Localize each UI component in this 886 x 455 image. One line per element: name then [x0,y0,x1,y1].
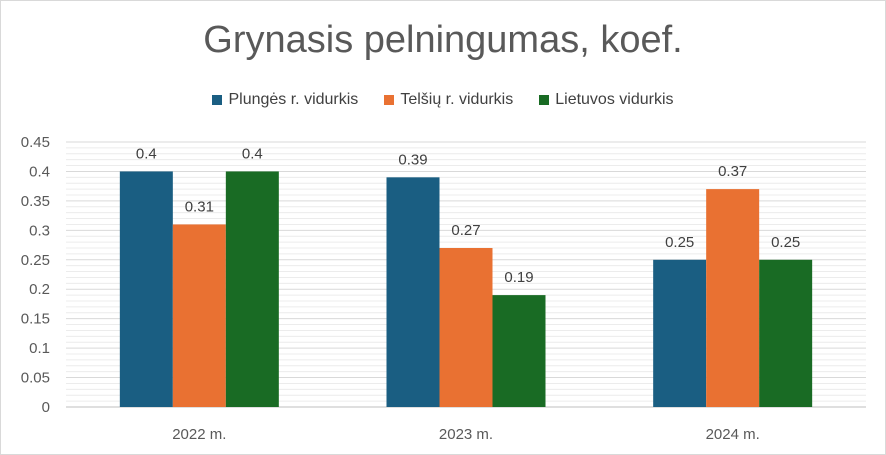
legend-swatch-telsiu [384,95,395,105]
y-tick-label: 0.2 [29,281,50,298]
bar-0-2 [653,259,707,407]
data-label: 0.25 [771,234,800,251]
y-tick-label: 0.45 [21,134,50,151]
y-tick-label: 0 [42,399,50,416]
y-tick-label: 0.05 [21,370,50,387]
data-label: 0.37 [718,163,747,180]
data-label: 0.27 [451,222,480,239]
legend-item-telsiu: Telšių r. vidurkis [384,91,513,109]
legend-label-lietuvos: Lietuvos vidurkis [555,91,674,108]
data-label: 0.4 [242,145,263,162]
x-tick-label: 2022 m. [172,426,226,443]
y-tick-label: 0.4 [29,163,50,180]
y-tick-label: 0.25 [21,252,50,269]
legend-label-plunges: Plungės r. vidurkis [228,91,359,108]
legend-item-lietuvos: Lietuvos vidurkis [539,91,674,109]
data-label: 0.31 [185,198,214,215]
bar-1-2 [706,189,760,407]
bar-2-2 [759,259,813,407]
bar-0-1 [386,177,440,407]
y-tick-label: 0.15 [21,311,50,328]
bar-1-0 [172,224,226,407]
y-tick-label: 0.35 [21,193,50,210]
legend-swatch-plunges [212,95,223,105]
bar-0-0 [119,171,173,407]
x-tick-label: 2024 m. [706,426,760,443]
legend-item-plunges: Plungės r. vidurkis [212,91,358,109]
chart-title: Grynasis pelningumas, koef. [203,19,683,61]
x-tick-label: 2023 m. [439,426,493,443]
chart-legend: Plungės r. vidurkis Telšių r. vidurkis L… [1,91,885,109]
legend-label-telsiu: Telšių r. vidurkis [400,91,514,108]
bar-1-1 [439,248,493,407]
data-label: 0.19 [504,269,533,286]
y-tick-label: 0.3 [29,222,50,239]
bar-2-0 [225,171,279,407]
y-tick-label: 0.1 [29,340,50,357]
data-label: 0.25 [665,234,694,251]
data-label: 0.4 [136,145,157,162]
data-label: 0.39 [398,151,427,168]
legend-swatch-lietuvos [539,95,550,105]
bar-2-1 [492,295,546,407]
